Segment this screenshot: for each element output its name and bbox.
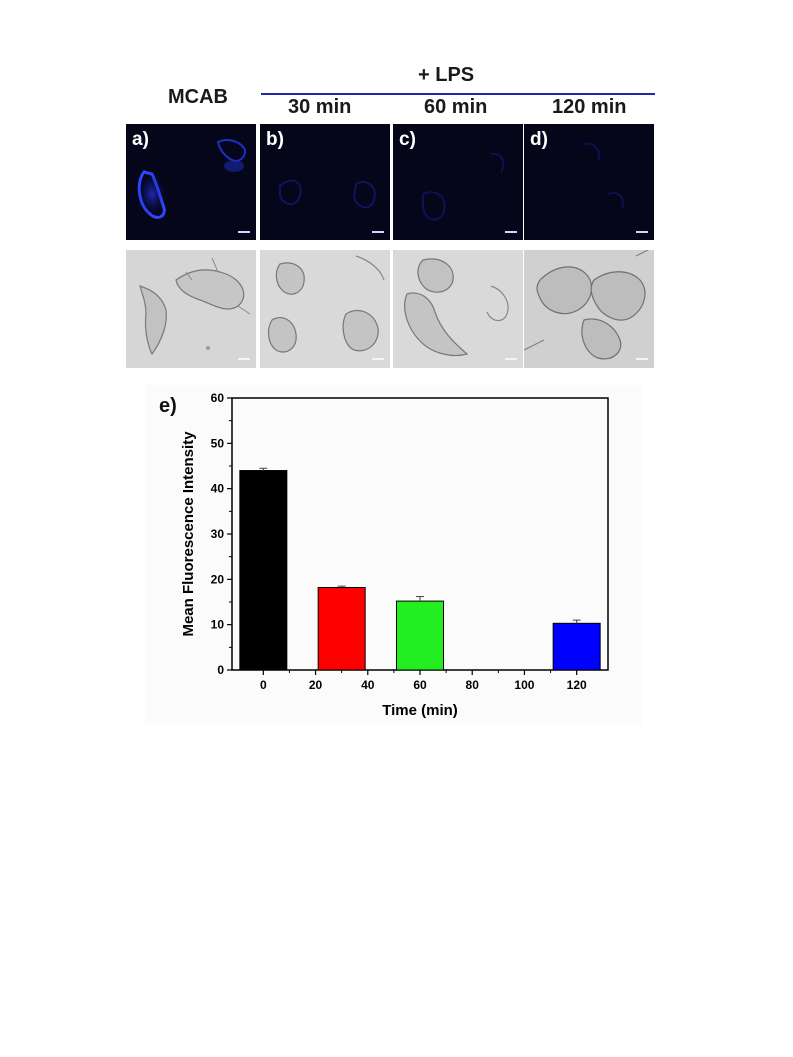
y-axis-label: Mean Fluorescence Intensity [180, 431, 197, 637]
bar-60 [396, 600, 444, 671]
x-tick-label-60: 60 [413, 678, 427, 692]
y-tick-label-40: 40 [211, 482, 225, 496]
scale-bar [372, 358, 384, 360]
scale-bar [636, 231, 648, 233]
y-tick-label-20: 20 [211, 572, 225, 586]
x-tick-label-40: 40 [361, 678, 375, 692]
bar-30 [317, 586, 366, 671]
y-tick-label-0: 0 [217, 663, 224, 677]
brightfield-image-c [393, 250, 523, 368]
scale-bar [238, 231, 250, 233]
fluorescence-image-a [137, 139, 246, 219]
bar-chart-svg: 0 10 20 30 40 50 60 0 20 40 60 80 100 120 Time (min) Me… [180, 391, 609, 719]
brightfield-image-a [126, 250, 256, 368]
x-tick-label-100: 100 [514, 678, 534, 692]
scale-bar [505, 358, 517, 360]
bar-chart: e) 0 10 20 30 40 50 60 0 20 40 60 80 100 120 Time (min… [145, 385, 642, 725]
bar-0 [239, 470, 288, 671]
bar-120 [552, 622, 601, 671]
fluorescence-image-c [422, 152, 505, 221]
lps-header: + LPS [418, 64, 475, 86]
brightfield-image-d [524, 250, 654, 368]
fluorescence-panel-d: d) [524, 124, 654, 240]
brightfield-panel-b [260, 250, 390, 368]
scale-bar [238, 358, 250, 360]
x-tick-label-0: 0 [260, 678, 267, 692]
y-tick-label-60: 60 [211, 391, 225, 405]
x-tick-label-20: 20 [309, 678, 323, 692]
fluorescence-image-b [279, 179, 376, 209]
brightfield-panel-d [524, 250, 654, 368]
chart-panel-label: e) [159, 395, 177, 417]
panel-label-a: a) [132, 129, 149, 150]
fluorescence-image-d [583, 142, 624, 209]
y-tick-label-30: 30 [211, 527, 225, 541]
brightfield-panel-c [393, 250, 523, 368]
time-header-60: 60 min [424, 96, 488, 118]
scale-bar [636, 358, 648, 360]
brightfield-panel-a [126, 250, 256, 368]
x-tick-label-80: 80 [466, 678, 480, 692]
mcab-header: MCAB [168, 86, 228, 108]
time-header-120: 120 min [552, 96, 627, 118]
time-header-30: 30 min [288, 96, 352, 118]
scale-bar [372, 231, 384, 233]
y-tick-label-10: 10 [211, 618, 225, 632]
x-axis-label: Time (min) [382, 702, 458, 719]
fluorescence-panel-b: b) [260, 124, 390, 240]
fluorescence-panel-c: c) [393, 124, 523, 240]
panel-label-c: c) [399, 129, 416, 150]
panel-label-b: b) [266, 129, 284, 150]
panel-label-d: d) [530, 129, 548, 150]
y-tick-label-50: 50 [211, 436, 225, 450]
treatment-bracket-line [261, 93, 655, 95]
scale-bar [505, 231, 517, 233]
brightfield-image-b [260, 250, 390, 368]
x-tick-label-120: 120 [567, 678, 587, 692]
fluorescence-panel-a: a) [126, 124, 256, 240]
